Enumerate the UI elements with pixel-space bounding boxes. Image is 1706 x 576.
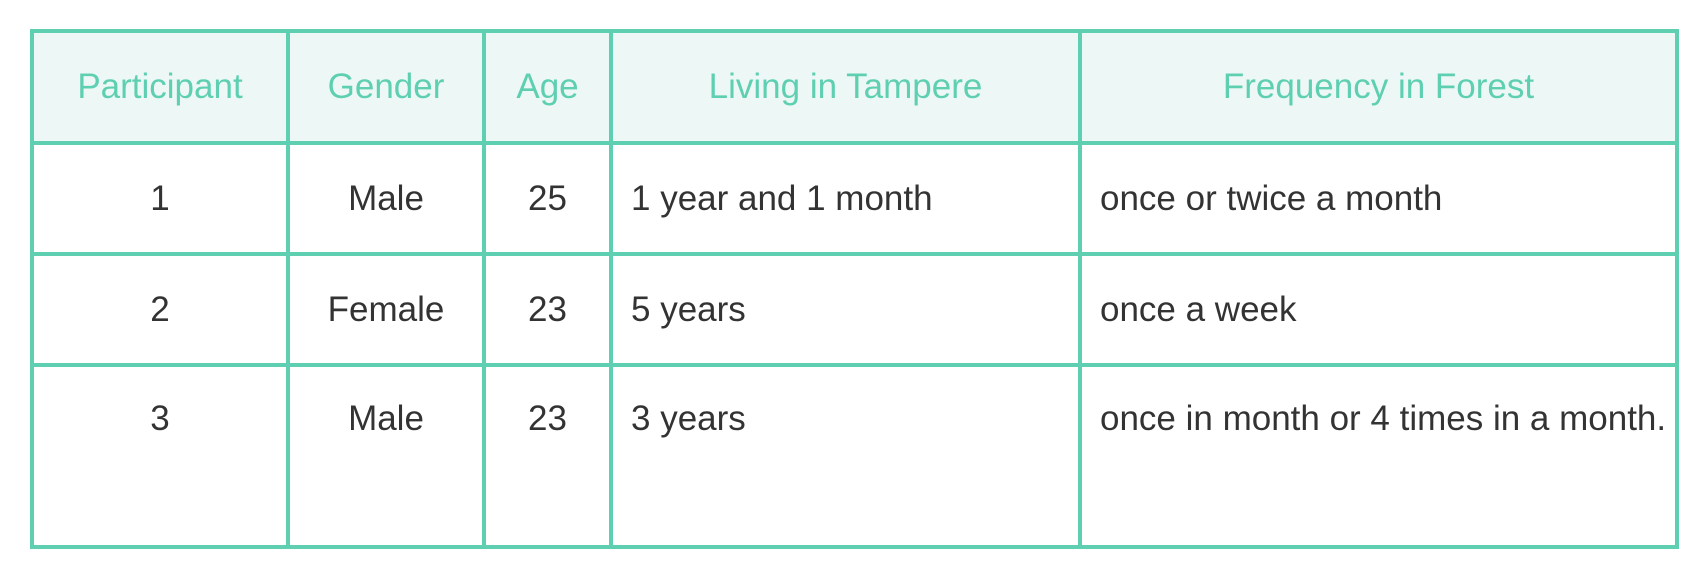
cell-frequency-in-forest: once a week: [1078, 252, 1679, 367]
cell-participant: 1: [30, 141, 290, 256]
cell-living-in-tampere-text: 3 years: [631, 399, 746, 438]
header-participant: Participant: [30, 29, 290, 145]
cell-gender-text: Male: [348, 399, 424, 438]
cell-age: 23: [482, 363, 613, 549]
cell-frequency-in-forest: once in month or 4 times in a month.: [1078, 363, 1679, 549]
table-row: 1 Male 25 1 year and 1 month once or twi…: [30, 141, 1679, 256]
cell-living-in-tampere: 5 years: [609, 252, 1082, 367]
header-row: Participant Gender Age Living in Tampere…: [30, 29, 1679, 145]
header-age: Age: [482, 29, 613, 145]
cell-gender: Female: [286, 252, 486, 367]
cell-frequency-in-forest: once or twice a month: [1078, 141, 1679, 256]
header-frequency-in-forest: Frequency in Forest: [1078, 29, 1679, 145]
cell-gender: Male: [286, 363, 486, 549]
table-row: 3 Male 23 3 years once in month or 4 tim…: [30, 363, 1679, 549]
table-header: Participant Gender Age Living in Tampere…: [30, 29, 1679, 145]
cell-age-text: 23: [528, 399, 567, 438]
cell-participant-text: 3: [150, 399, 170, 438]
cell-participant: 3: [30, 363, 290, 549]
cell-participant: 2: [30, 252, 290, 367]
cell-frequency-in-forest-text: once in month or 4 times in a month.: [1100, 399, 1667, 438]
cell-gender: Male: [286, 141, 486, 256]
header-living-in-tampere: Living in Tampere: [609, 29, 1082, 145]
cell-age: 23: [482, 252, 613, 367]
cell-living-in-tampere: 3 years: [609, 363, 1082, 549]
participants-table: Participant Gender Age Living in Tampere…: [30, 29, 1679, 549]
cell-age: 25: [482, 141, 613, 256]
table-body: 1 Male 25 1 year and 1 month once or twi…: [30, 141, 1679, 549]
cell-living-in-tampere: 1 year and 1 month: [609, 141, 1082, 256]
header-gender: Gender: [286, 29, 486, 145]
table-row: 2 Female 23 5 years once a week: [30, 252, 1679, 367]
